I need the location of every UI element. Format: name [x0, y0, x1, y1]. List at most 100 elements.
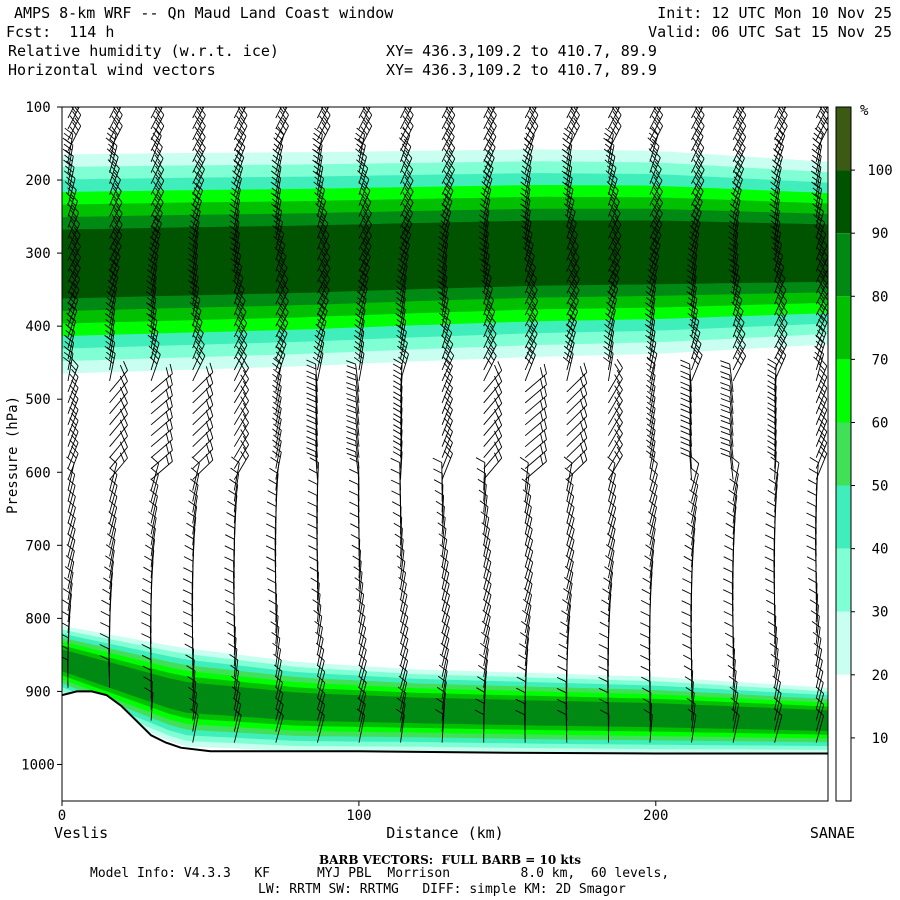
- wind-barb-feather: [687, 275, 696, 282]
- wind-barb-feather: [611, 83, 617, 91]
- wind-barb-feather: [267, 588, 277, 595]
- wind-barb-feather: [232, 264, 241, 272]
- wind-barb-feather: [522, 246, 531, 255]
- wind-barb-staff: [566, 485, 574, 513]
- wind-barb-feather: [64, 138, 74, 146]
- wind-barb-feather: [685, 687, 695, 694]
- wind-barb-feather: [356, 598, 365, 606]
- wind-barb-feather: [607, 478, 617, 486]
- wind-barb-feather: [406, 205, 413, 214]
- x-tick-label: 100: [346, 808, 371, 824]
- wind-barb-feather: [443, 204, 452, 213]
- wind-barb-feather: [283, 96, 289, 104]
- colorbar-segment: [836, 107, 851, 171]
- wind-barb-feather: [569, 242, 577, 251]
- wind-barb-feather: [67, 500, 76, 508]
- wind-barb-feather: [693, 336, 702, 345]
- wind-barb-staff: [275, 693, 284, 721]
- wind-barb-feather: [480, 253, 489, 261]
- wind-barb-feather: [488, 79, 494, 87]
- wind-barb-feather: [729, 237, 739, 245]
- wind-barb-feather: [445, 401, 453, 410]
- wind-barb-feather: [526, 290, 534, 300]
- wind-barb-feather: [556, 676, 567, 683]
- wind-barb-feather: [197, 79, 203, 87]
- wind-barb-feather: [266, 578, 277, 584]
- wind-barb-feather: [438, 312, 448, 321]
- wind-barb-feather: [169, 396, 173, 407]
- wind-barb-feather: [397, 303, 406, 310]
- wind-barb-feather: [401, 225, 409, 234]
- wind-barb-staff: [67, 474, 76, 502]
- wind-barb-feather: [443, 170, 451, 179]
- wind-barb-feather: [497, 437, 503, 448]
- wind-barb-feather: [570, 275, 578, 285]
- wind-barb-feather: [397, 329, 406, 337]
- wind-barb-feather: [116, 117, 123, 127]
- wind-barb-feather: [185, 533, 195, 540]
- wind-barb-feather: [518, 654, 528, 661]
- wind-barb-feather: [360, 126, 368, 136]
- wind-barb-feather: [190, 708, 199, 716]
- wind-barb-feather: [393, 435, 403, 442]
- wind-barb-staff: [400, 107, 407, 119]
- wind-barb-feather: [272, 154, 281, 162]
- wind-barb-feather: [274, 138, 283, 146]
- wind-barb-feather: [614, 117, 622, 127]
- wind-barb-feather: [104, 566, 113, 573]
- wind-barb-feather: [776, 115, 784, 125]
- wind-barb-feather: [357, 620, 366, 629]
- wind-barb-feather: [209, 428, 214, 439]
- wind-barb-feather: [817, 417, 826, 426]
- wind-barb-feather: [556, 698, 567, 705]
- wind-barb-feather: [515, 709, 525, 716]
- wind-barb-feather: [274, 664, 283, 672]
- wind-barb-feather: [771, 664, 781, 672]
- wind-barb-feather: [443, 428, 451, 437]
- wind-barb-feather: [616, 435, 623, 445]
- wind-barb-feather: [532, 85, 538, 93]
- wind-barb-feather: [731, 181, 740, 190]
- wind-barb-staff: [233, 682, 240, 710]
- wind-barb-feather: [475, 698, 485, 704]
- wind-barb-feather: [520, 187, 530, 195]
- wind-barb-feather: [771, 247, 780, 255]
- wind-barb-feather: [579, 442, 584, 453]
- wind-barb-feather: [105, 308, 115, 315]
- wind-barb-feather: [615, 74, 621, 82]
- wind-barb-feather: [543, 429, 547, 440]
- wind-barb-feather: [568, 231, 576, 240]
- wind-barb-feather: [316, 664, 325, 673]
- wind-barb-feather: [200, 74, 206, 82]
- wind-barb-feather: [523, 257, 532, 266]
- y-tick-label: 1000: [21, 757, 55, 773]
- wind-barb-staff: [358, 539, 361, 568]
- wind-barb-feather: [475, 457, 486, 463]
- wind-barb-feather: [692, 324, 701, 333]
- wind-barb-feather: [484, 171, 493, 180]
- wind-barb-staff: [607, 518, 617, 546]
- wind-barb-feather: [272, 209, 281, 217]
- wind-barb-feather: [193, 170, 201, 179]
- wind-barb-feather: [599, 698, 609, 705]
- wind-barb-staff: [691, 528, 696, 557]
- wind-barb-feather: [438, 242, 447, 250]
- wind-barb-feather: [444, 325, 453, 334]
- wind-barb-feather: [190, 312, 199, 321]
- wind-barb-feather: [564, 566, 574, 574]
- wind-barb-feather: [483, 576, 492, 585]
- wind-barb-staff: [441, 506, 445, 535]
- wind-barb-feather: [154, 107, 160, 114]
- wind-barb-feather: [583, 417, 588, 428]
- wind-barb-feather: [614, 374, 621, 384]
- wind-barb-feather: [150, 324, 159, 333]
- wind-barb-feather: [539, 410, 544, 421]
- wind-barb-feather: [189, 286, 198, 294]
- wind-barb-feather: [357, 303, 366, 311]
- wind-barb-feather: [393, 391, 403, 398]
- wind-barb-feather: [812, 187, 821, 195]
- wind-barb-feather: [649, 253, 658, 261]
- wind-barb-staff: [150, 528, 156, 557]
- wind-barb-feather: [523, 137, 532, 146]
